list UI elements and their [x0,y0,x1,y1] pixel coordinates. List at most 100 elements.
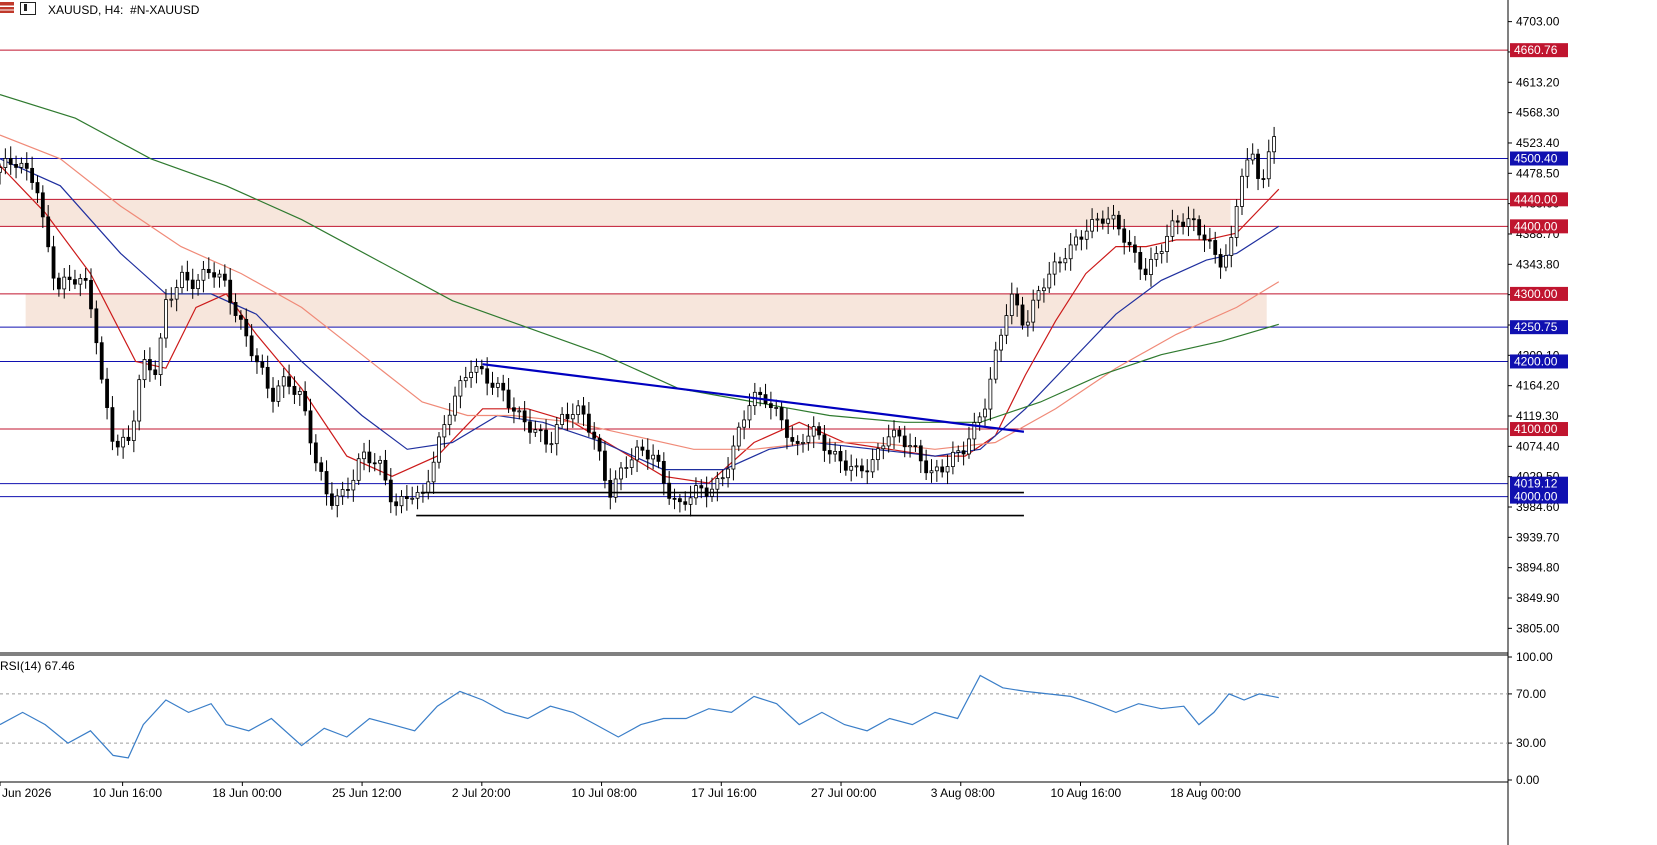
candle-body [560,413,565,425]
time-tick-label: 18 Aug 00:00 [1170,786,1241,800]
candle-body [517,410,522,413]
candle-body [346,489,350,491]
candle-body [340,489,345,497]
candle-body [1261,178,1266,180]
zone-band [0,199,1231,227]
candle-body [35,182,40,194]
candle-body [1240,175,1244,207]
candle-body [99,342,104,380]
candle-body [164,299,168,339]
candle-body [758,391,763,396]
candle-body [742,419,747,428]
candle-body [1025,321,1030,326]
time-tick-label: 3 Aug 08:00 [931,786,995,800]
moving-average-line [0,134,1280,450]
candle-body [1020,304,1025,326]
zone-band [25,293,1267,328]
candlestick-icon[interactable] [20,2,36,15]
candle-body [1063,258,1068,264]
candle-body [817,426,821,436]
candle-body [324,471,329,495]
candle-body [576,405,581,415]
candle-body [1090,219,1094,232]
candle-body [774,407,779,409]
support-resistance-zones [0,199,1267,328]
candle-body [683,501,688,505]
horizontal-levels [0,49,1508,498]
candle-body [67,276,72,281]
candle-body [431,461,436,483]
candle-body [677,498,682,503]
candle-body [56,277,61,290]
candle-body [1143,268,1148,275]
candle-body [951,451,955,467]
price-tick-label: 3805.00 [1516,621,1560,635]
candle-body [801,441,805,444]
candle-body [297,391,302,395]
candle-body [142,359,147,381]
candle-body [1159,251,1164,254]
candle-body [1058,261,1062,264]
candle-body [206,268,211,274]
candle-body [212,272,217,278]
rsi-title: RSI(14) 67.46 [0,659,75,673]
level-price-tag [1510,219,1568,234]
level-price-tag [1510,192,1568,207]
candle-body [747,405,752,421]
candle-body [934,466,939,472]
level-price-tag-label: 4200.00 [1514,354,1558,368]
candle-body [1256,153,1260,179]
candle-body [635,446,639,461]
candle-body [624,467,629,469]
candle-body [688,497,693,505]
candle-body [1149,258,1153,275]
candle-body [479,366,484,370]
candle-body [619,467,623,480]
price-tick-label: 4164.20 [1516,379,1560,393]
price-tick-label: 3849.90 [1516,591,1560,605]
candle-body [351,479,356,491]
candle-body [196,279,200,290]
candle-body [469,371,473,378]
candle-body [158,337,163,376]
candle-body [495,382,500,388]
candle-body [1127,241,1132,246]
level-price-tag [1510,476,1568,491]
price-tick-label: 4074.40 [1516,439,1560,453]
candle-body [1154,253,1159,260]
candle-body [1165,235,1169,252]
level-price-tags: 4660.76 4500.40 4440.00 4400.00 4300.00 4250.… [1510,43,1568,504]
candle-body [1170,220,1175,237]
candle-body [967,438,971,455]
candle-body [533,429,538,433]
candle-body [1229,237,1234,256]
flag-icon[interactable] [0,2,14,13]
candle-body [62,276,67,290]
candle-body [271,387,275,402]
candle-body [1133,244,1137,253]
candle-body [94,308,99,344]
candle-body [512,407,516,412]
candle-body [924,460,929,474]
candle-body [661,460,666,484]
candle-body [779,407,784,421]
candle-body [1138,251,1143,270]
candle-body [131,420,136,441]
candle-body [217,273,222,278]
toolbar-icons [0,2,36,15]
time-tick-label: 10 Jun 16:00 [93,786,163,800]
candle-body [522,410,527,423]
candle-body [244,318,249,337]
time-tick-label: 25 Jun 12:00 [332,786,402,800]
candle-body [228,279,233,303]
candle-body [30,167,35,183]
trendlines[interactable] [416,363,1025,517]
candle-body [388,479,393,503]
candle-body [731,445,736,470]
price-tick-label: 4119.30 [1516,409,1559,423]
candle-body [1213,240,1218,255]
candle-body [720,477,725,480]
candle-body [78,277,83,285]
